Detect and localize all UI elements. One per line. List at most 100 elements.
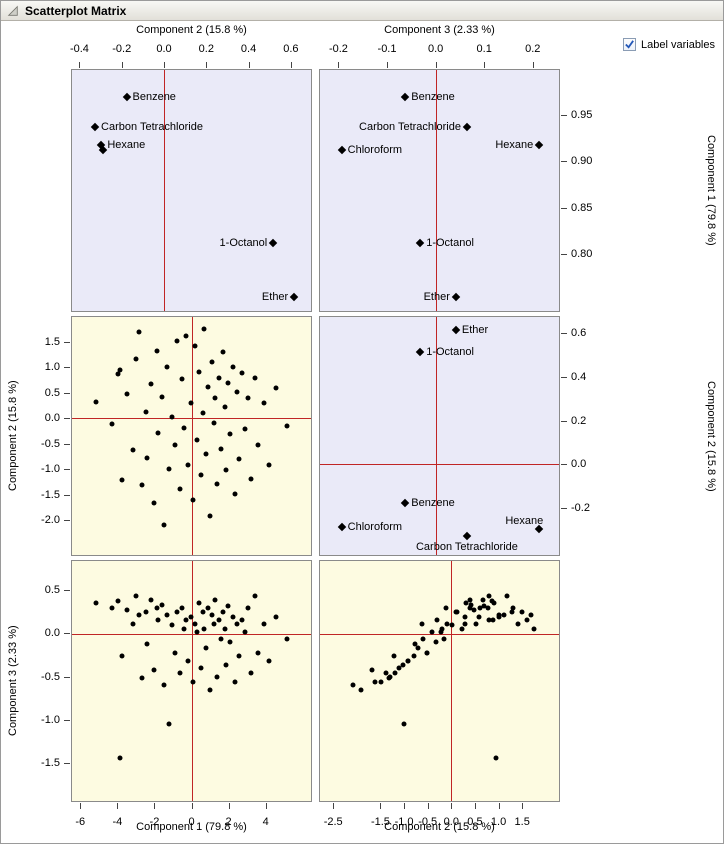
observation-point-marker[interactable] bbox=[227, 431, 233, 437]
observation-point-marker[interactable] bbox=[179, 605, 185, 611]
observation-point-marker[interactable] bbox=[181, 425, 187, 431]
variable-point-marker[interactable] bbox=[415, 238, 425, 248]
observation-point-marker[interactable] bbox=[196, 600, 202, 606]
variable-point-marker[interactable] bbox=[401, 498, 410, 508]
observation-point-marker[interactable] bbox=[164, 612, 170, 618]
observation-point-marker[interactable] bbox=[248, 476, 254, 482]
observation-point-marker[interactable] bbox=[372, 679, 378, 685]
variable-point-marker[interactable] bbox=[289, 293, 299, 302]
observation-point-marker[interactable] bbox=[185, 658, 191, 664]
observation-point-marker[interactable] bbox=[144, 455, 150, 461]
observation-point-marker[interactable] bbox=[501, 612, 507, 618]
observation-point-marker[interactable] bbox=[232, 679, 238, 685]
observation-point-marker[interactable] bbox=[218, 446, 224, 452]
observation-point-marker[interactable] bbox=[462, 614, 468, 620]
observation-point-marker[interactable] bbox=[109, 605, 115, 611]
observation-point-marker[interactable] bbox=[133, 593, 139, 599]
observation-point-marker[interactable] bbox=[119, 477, 125, 483]
observation-point-marker[interactable] bbox=[493, 755, 499, 761]
observation-point-marker[interactable] bbox=[453, 609, 459, 615]
observation-point-marker[interactable] bbox=[203, 451, 209, 457]
variable-point-marker[interactable] bbox=[337, 145, 346, 154]
observation-point-marker[interactable] bbox=[164, 364, 170, 370]
observation-point-marker[interactable] bbox=[463, 600, 469, 606]
observation-point-marker[interactable] bbox=[441, 636, 447, 642]
observation-point-marker[interactable] bbox=[252, 593, 258, 599]
observation-point-marker[interactable] bbox=[201, 326, 207, 332]
observation-point-marker[interactable] bbox=[400, 662, 406, 668]
observation-point-marker[interactable] bbox=[248, 670, 254, 676]
observation-point-marker[interactable] bbox=[225, 380, 231, 386]
observation-point-marker[interactable] bbox=[252, 375, 258, 381]
observation-point-marker[interactable] bbox=[130, 447, 136, 453]
observation-point-marker[interactable] bbox=[205, 384, 211, 390]
observation-point-marker[interactable] bbox=[412, 641, 418, 647]
observation-point-marker[interactable] bbox=[239, 370, 245, 376]
y-axis-right-comp1[interactable]: 0.95 0.90 0.85 0.80 bbox=[561, 69, 599, 312]
observation-point-marker[interactable] bbox=[222, 626, 228, 632]
observation-point-marker[interactable] bbox=[439, 626, 445, 632]
observation-point-marker[interactable] bbox=[177, 486, 183, 492]
observation-point-marker[interactable] bbox=[242, 629, 248, 635]
observation-point-marker[interactable] bbox=[183, 617, 189, 623]
observation-point-marker[interactable] bbox=[183, 333, 189, 339]
observation-point-marker[interactable] bbox=[139, 482, 145, 488]
x-axis-bottom-comp2[interactable]: -2.5 -1.5 -1.0 -0.5 0.0 0.5 1.0 1.5 bbox=[319, 803, 560, 829]
observation-point-marker[interactable] bbox=[172, 650, 178, 656]
observation-point-marker[interactable] bbox=[154, 348, 160, 354]
observation-point-marker[interactable] bbox=[143, 409, 149, 415]
observation-point-marker[interactable] bbox=[387, 674, 393, 680]
observation-point-marker[interactable] bbox=[467, 605, 473, 611]
variable-point-marker[interactable] bbox=[122, 93, 131, 102]
observation-point-marker[interactable] bbox=[467, 597, 473, 603]
observation-point-marker[interactable] bbox=[172, 442, 178, 448]
observation-point-marker[interactable] bbox=[459, 626, 465, 632]
observation-point-marker[interactable] bbox=[419, 621, 425, 627]
observation-point-marker[interactable] bbox=[245, 605, 251, 611]
label-variables-control[interactable]: Label variables bbox=[623, 38, 715, 51]
variable-point-marker[interactable] bbox=[337, 522, 346, 532]
observation-point-marker[interactable] bbox=[509, 609, 515, 615]
observation-point-marker[interactable] bbox=[225, 603, 231, 609]
observation-point-marker[interactable] bbox=[143, 609, 149, 615]
observation-point-marker[interactable] bbox=[136, 612, 142, 618]
observation-point-marker[interactable] bbox=[124, 391, 130, 397]
variable-point-marker[interactable] bbox=[462, 531, 472, 540]
observation-point-marker[interactable] bbox=[273, 614, 279, 620]
observation-point-marker[interactable] bbox=[161, 522, 167, 528]
observation-point-marker[interactable] bbox=[207, 513, 213, 518]
observation-point-marker[interactable] bbox=[462, 621, 468, 627]
variable-point-marker[interactable] bbox=[451, 293, 461, 302]
observation-point-marker[interactable] bbox=[491, 600, 497, 606]
observation-point-marker[interactable] bbox=[245, 395, 251, 401]
observation-point-marker[interactable] bbox=[490, 617, 496, 623]
observation-point-marker[interactable] bbox=[209, 359, 215, 365]
observation-point-marker[interactable] bbox=[242, 426, 248, 432]
observation-point-marker[interactable] bbox=[239, 617, 245, 623]
observation-point-marker[interactable] bbox=[194, 437, 200, 443]
observation-point-marker[interactable] bbox=[284, 636, 290, 642]
observation-point-marker[interactable] bbox=[214, 481, 220, 487]
observation-point-marker[interactable] bbox=[205, 605, 211, 611]
observation-point-marker[interactable] bbox=[200, 609, 206, 615]
observation-point-marker[interactable] bbox=[148, 381, 154, 387]
observation-point-marker[interactable] bbox=[378, 679, 384, 685]
observation-point-marker[interactable] bbox=[212, 597, 218, 603]
observation-point-marker[interactable] bbox=[222, 404, 228, 410]
observation-point-marker[interactable] bbox=[486, 593, 492, 599]
x-axis-top-comp2[interactable]: -0.4 -0.2 0.0 0.2 0.4 0.6 bbox=[70, 41, 312, 68]
observation-point-marker[interactable] bbox=[93, 399, 99, 405]
observation-point-marker[interactable] bbox=[194, 629, 200, 635]
observation-point-marker[interactable] bbox=[148, 597, 154, 603]
observation-point-marker[interactable] bbox=[161, 682, 167, 688]
observation-point-marker[interactable] bbox=[519, 609, 525, 615]
observation-point-marker[interactable] bbox=[411, 653, 417, 659]
observation-point-marker[interactable] bbox=[524, 617, 530, 623]
observation-point-marker[interactable] bbox=[159, 394, 165, 400]
observation-point-marker[interactable] bbox=[198, 665, 204, 671]
observation-point-marker[interactable] bbox=[115, 598, 121, 604]
observation-point-marker[interactable] bbox=[424, 650, 430, 656]
observation-point-marker[interactable] bbox=[216, 617, 222, 623]
observation-point-marker[interactable] bbox=[415, 645, 421, 651]
observation-point-marker[interactable] bbox=[255, 442, 261, 448]
